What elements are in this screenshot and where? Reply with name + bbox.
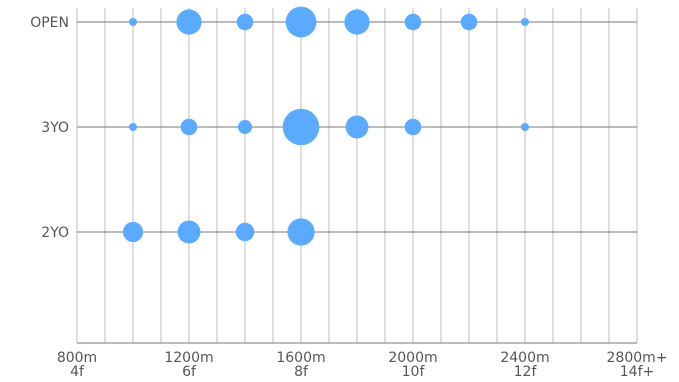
bubble-open-2200[interactable] [460, 13, 478, 31]
bubble-2yo-1200[interactable] [177, 220, 201, 244]
x-tick-sublabel: 4f [70, 364, 85, 380]
category-label-2yo: 2YO [41, 225, 69, 241]
bubble-3yo-1800[interactable] [345, 115, 369, 139]
bubble-open-1600[interactable] [285, 6, 317, 38]
bubble-open-2000[interactable] [404, 13, 422, 31]
x-tick-label: 2800m+ [607, 350, 668, 366]
bubble-3yo-1400[interactable] [237, 119, 253, 135]
category-label-3yo: 3YO [41, 120, 69, 136]
bubble-open-1400[interactable] [236, 13, 254, 31]
x-tick-sublabel: 14f+ [620, 364, 654, 380]
bubble-2yo-1600[interactable] [287, 218, 315, 246]
x-tick-sublabel: 10f [402, 364, 426, 380]
bubble-3yo-1000[interactable] [129, 123, 137, 131]
bubble-2yo-1000[interactable] [122, 221, 144, 243]
x-tick-label: 1600m [276, 350, 325, 366]
bubble-3yo-2000[interactable] [404, 118, 422, 136]
x-tick-label: 2000m [388, 350, 437, 366]
category-label-open: OPEN [30, 15, 69, 31]
grid-layer [76, 8, 638, 344]
bubble-open-1000[interactable] [129, 18, 137, 26]
bubble-2yo-1400[interactable] [235, 222, 255, 242]
bubble-open-1200[interactable] [176, 9, 202, 35]
x-tick-label: 800m [57, 350, 97, 366]
x-tick-label: 1200m [164, 350, 213, 366]
x-tick-sublabel: 12f [514, 364, 538, 380]
bubble-layer [122, 6, 529, 246]
bubble-open-2400[interactable] [521, 18, 529, 26]
bubble-3yo-1600[interactable] [282, 108, 320, 146]
x-tick-label: 2400m [500, 350, 549, 366]
x-tick-sublabel: 8f [294, 364, 309, 380]
bubble-open-1800[interactable] [344, 9, 370, 35]
bubble-3yo-2400[interactable] [521, 123, 529, 131]
x-tick-sublabel: 6f [182, 364, 197, 380]
bubble-3yo-1200[interactable] [180, 118, 198, 136]
